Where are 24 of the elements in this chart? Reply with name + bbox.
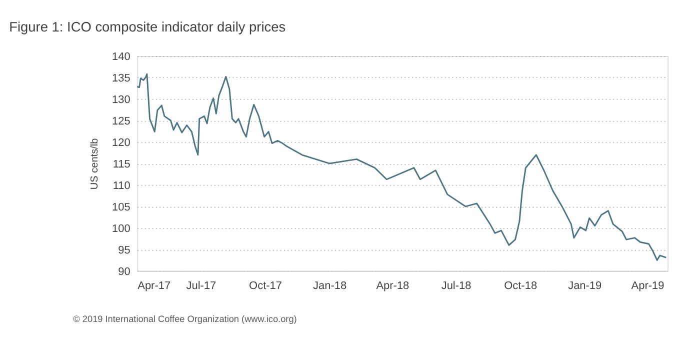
x-tick-label: Jan-18 (313, 280, 347, 292)
y-axis-title: US cents/lb (89, 138, 100, 190)
y-tick-label: 130 (112, 94, 130, 106)
text: © 2019 International Coffee Organization (www.ico.org) (73, 314, 297, 324)
y-tick-label: 100 (112, 223, 130, 236)
y-tick-label: 90 (118, 266, 130, 278)
x-tick-label: Oct-17 (249, 280, 282, 292)
x-tick-label: Jul-18 (441, 280, 472, 292)
x-tick-label: Jan-19 (568, 280, 602, 292)
y-tick-label: 105 (112, 202, 130, 214)
y-tick-label: 140 (112, 51, 130, 64)
y-tick-label: 110 (112, 180, 130, 192)
y-tick-label: 125 (112, 116, 130, 128)
chart-title: Figure 1: ICO composite indicator daily prices (9, 19, 286, 34)
line-series (136, 73, 667, 261)
x-tick-label: Oct-18 (504, 280, 538, 292)
y-tick-label: 120 (112, 137, 130, 150)
x-tick-label: Jul-17 (186, 280, 216, 292)
x-tick-label: Apr-17 (138, 280, 171, 292)
x-tick-label: Apr-19 (631, 280, 664, 292)
x-tick-label: Apr-18 (376, 280, 410, 292)
y-tick-label: 135 (112, 72, 130, 85)
y-tick-label: 95 (118, 244, 130, 257)
y-tick-label: 115 (112, 158, 130, 171)
